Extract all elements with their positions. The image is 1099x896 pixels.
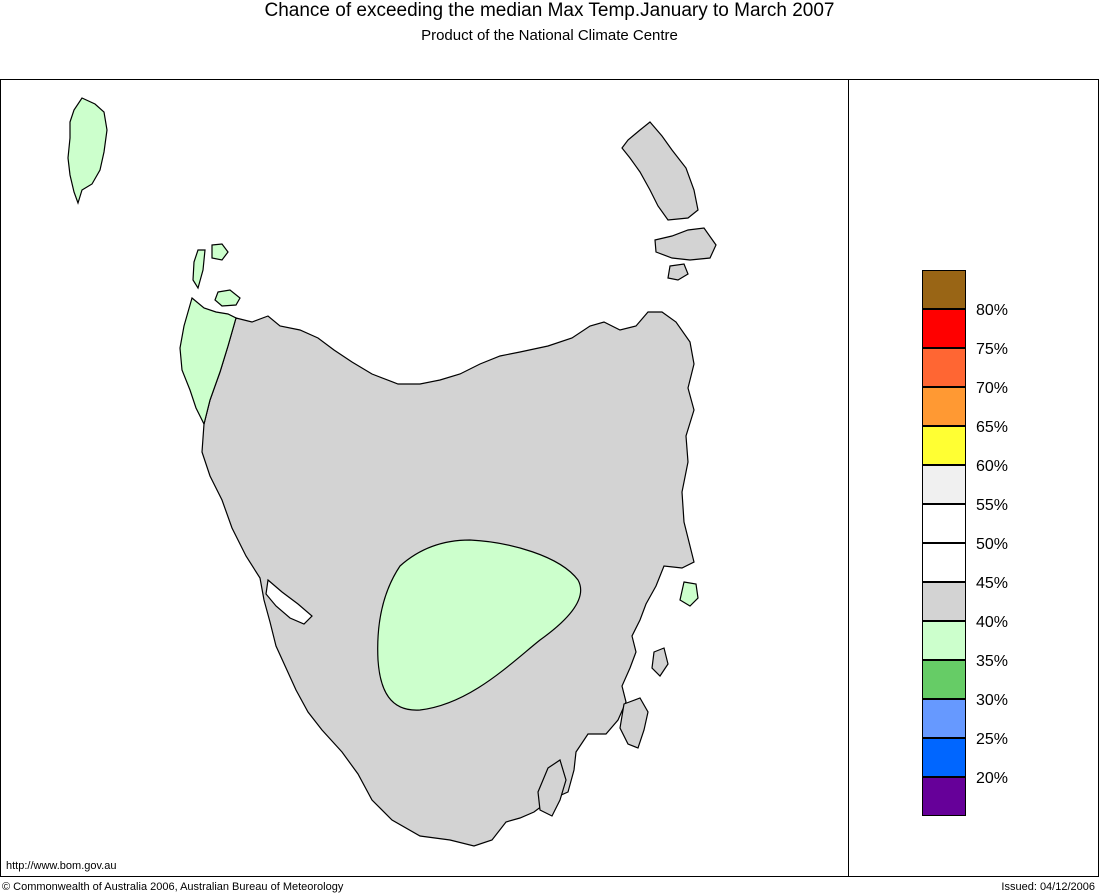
legend-label: 70% [976,380,1009,397]
cape-barren-island [654,227,717,261]
legend-swatch [922,738,966,777]
map-subtitle: Product of the National Climate Centre [421,27,678,44]
legend-label: 60% [976,458,1009,475]
nw-green-strip [179,296,237,426]
legend-swatch [922,465,966,504]
legend-label: 55% [976,497,1009,514]
legend-swatch [922,387,966,426]
king-island [67,97,108,205]
hunter-island [192,249,206,290]
map-panel [0,79,849,877]
robbins-island [214,289,241,307]
source-url[interactable]: http://www.bom.gov.au [6,860,117,872]
issued-date: Issued: 04/12/2006 [1001,881,1095,893]
maria-island-fragment [679,581,699,607]
legend-swatch [922,582,966,621]
central-below-40-region [377,539,582,711]
legend-label: 25% [976,731,1009,748]
tasman-peninsula [619,697,649,749]
legend-label: 50% [976,536,1009,553]
tasmania-map [67,97,717,847]
legend-swatch [922,270,966,309]
flinders-island [621,121,699,221]
map-title: Chance of exceeding the median Max Temp.… [264,0,835,21]
three-hummock-island [211,243,229,261]
legend-swatch [922,621,966,660]
bruny-island [537,759,567,817]
legend-swatch [922,426,966,465]
legend-swatch [922,699,966,738]
legend-panel [849,79,1099,877]
legend-label: 75% [976,341,1009,358]
legend-swatch [922,660,966,699]
legend-swatch [922,348,966,387]
legend-label: 80% [976,302,1009,319]
legend-label: 65% [976,419,1009,436]
legend-swatch [922,777,966,816]
macquarie-harbour [265,578,313,625]
legend-label: 45% [976,575,1009,592]
legend-label: 40% [976,614,1009,631]
legend-label: 35% [976,653,1009,670]
copyright-notice: © Commonwealth of Australia 2006, Austra… [2,881,344,893]
legend-swatch [922,543,966,582]
legend-label: 30% [976,692,1009,709]
clarke-island [667,263,689,281]
legend-label: 20% [976,770,1009,787]
schouten-island [651,647,669,677]
legend-swatch [922,504,966,543]
legend-swatch [922,309,966,348]
